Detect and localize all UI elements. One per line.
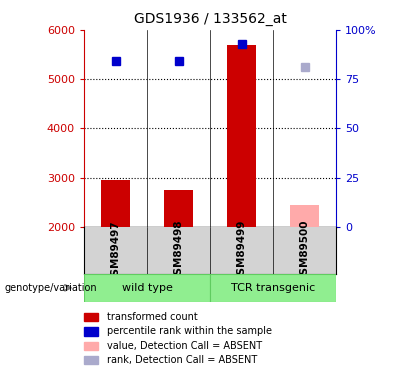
- Title: GDS1936 / 133562_at: GDS1936 / 133562_at: [134, 12, 286, 26]
- Text: value, Detection Call = ABSENT: value, Detection Call = ABSENT: [107, 341, 262, 351]
- Bar: [164, 190, 193, 227]
- Text: GSM89497: GSM89497: [110, 220, 121, 283]
- Bar: [84, 274, 210, 302]
- Text: GSM89500: GSM89500: [299, 220, 310, 282]
- Text: transformed count: transformed count: [107, 312, 198, 322]
- Bar: [101, 180, 130, 227]
- Text: GSM89498: GSM89498: [173, 220, 184, 282]
- Text: wild type: wild type: [121, 283, 173, 293]
- Bar: [84, 313, 98, 321]
- Text: GSM89499: GSM89499: [236, 220, 247, 282]
- Bar: [84, 356, 98, 364]
- Text: TCR transgenic: TCR transgenic: [231, 283, 315, 293]
- Bar: [84, 327, 98, 336]
- Bar: [210, 274, 336, 302]
- Bar: [290, 205, 319, 227]
- Text: genotype/variation: genotype/variation: [4, 283, 97, 293]
- Bar: [227, 45, 256, 227]
- Text: rank, Detection Call = ABSENT: rank, Detection Call = ABSENT: [107, 355, 257, 365]
- Bar: [84, 342, 98, 350]
- Text: percentile rank within the sample: percentile rank within the sample: [107, 327, 272, 336]
